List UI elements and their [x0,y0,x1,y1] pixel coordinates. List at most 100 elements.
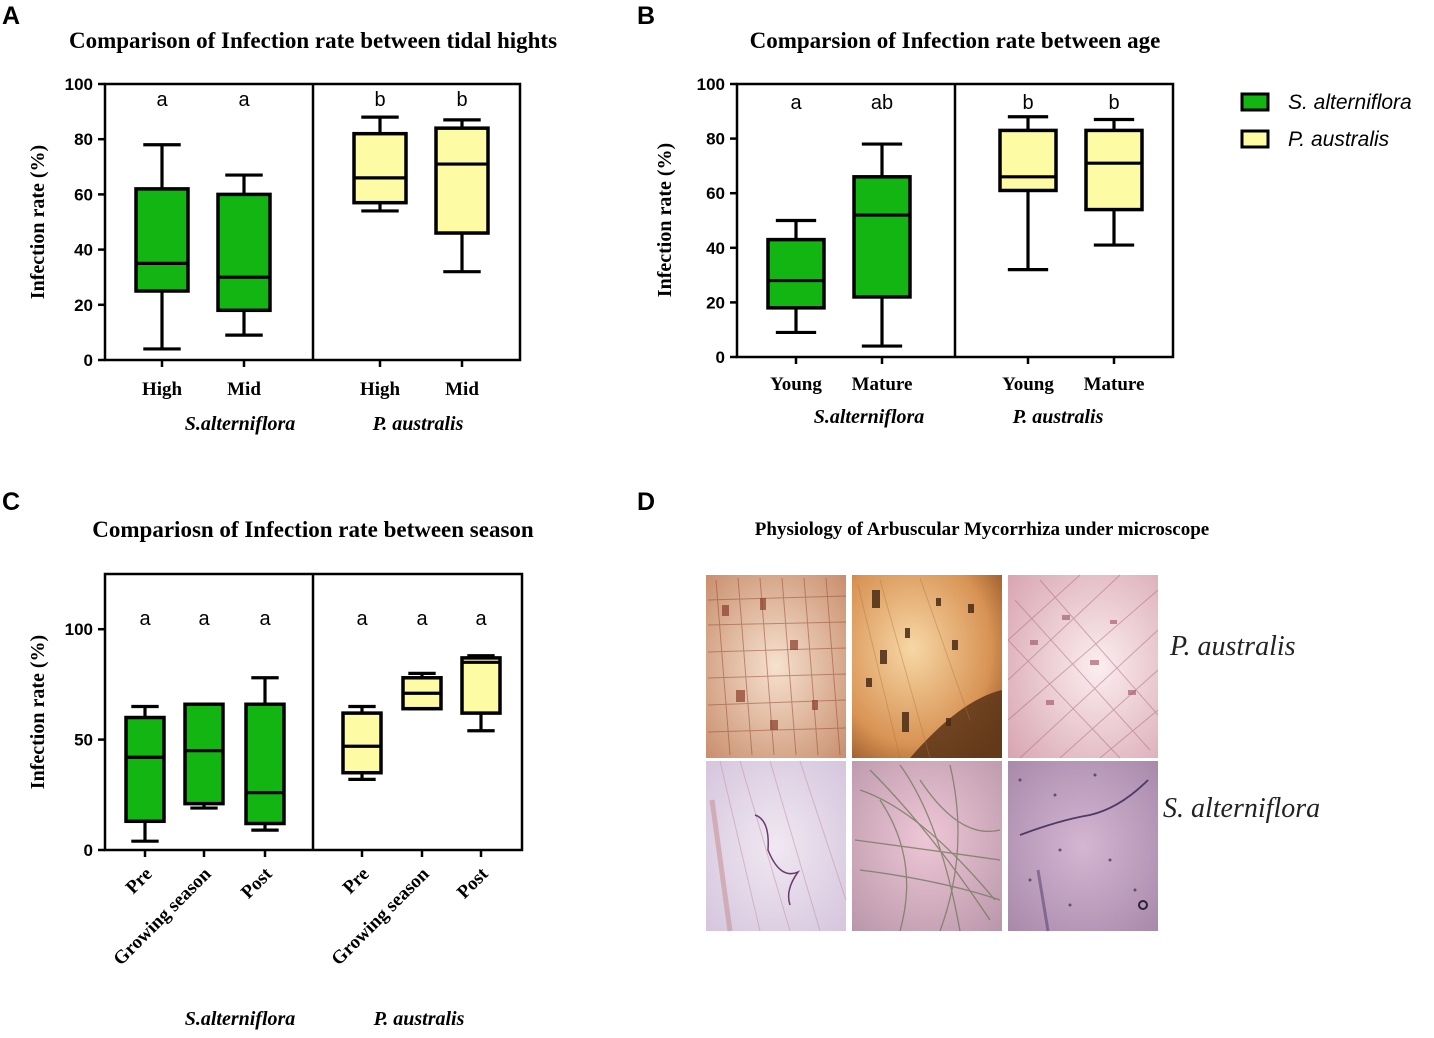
y-tick-label-c-1: 50 [74,731,93,750]
box-a-1 [216,173,272,337]
sig-letter-c-0: a [139,608,151,630]
y-tick-label-a-5: 100 [65,75,93,94]
panel-a: A Comparison of Infection rate between t… [2,2,557,435]
panel-c: C Compariosn of Infection rate between s… [2,488,534,1030]
y-axis-label-c: Infection rate (%) [27,635,49,789]
box-body [352,131,408,205]
category-label-a-3: Mid [445,379,479,400]
y-tick-label-b-4: 80 [706,130,725,149]
box-c-2 [244,676,286,832]
micrograph-pa-3 [1007,574,1159,759]
category-label-a-2: High [360,379,401,400]
box-a-3 [434,118,490,274]
panel-b-plot: 0 20 40 60 80 100 Infection rate (%) a Young ab Ma… [654,75,1175,428]
row-label-pa: P. australis [1169,631,1296,662]
y-tick-label-a-3: 60 [74,185,93,204]
box-body [852,175,912,299]
legend-label-phra: P. australis [1288,128,1390,151]
y-tick-label-b-1: 20 [706,293,725,312]
box-body [244,702,286,826]
y-tick-label-c-2: 100 [65,620,93,639]
box-body [766,237,826,310]
sig-letter-b-3: b [1108,92,1119,114]
panel-a-plot: 0 20 40 60 80 100 Infection rate (%) a High a Mid b… [27,75,522,435]
box-b-2 [998,115,1058,272]
box-body [134,187,190,293]
group-label-a-1: P. australis [372,413,464,435]
y-tick-label-b-0: 0 [716,348,725,367]
panel-d: D Physiology of Arbuscular Mycorrhiza un… [637,488,1320,932]
panel-label-c: C [2,488,20,516]
category-label-c-0: Pre [122,864,157,899]
box-body [341,711,383,775]
box-body [460,656,502,715]
box-c-1 [183,702,225,810]
sig-letter-c-2: a [259,608,271,630]
legend: S. alterniflora P. australis [1240,91,1412,151]
box-body [124,715,166,824]
box-c-4 [401,671,443,711]
legend-swatch-salt [1240,92,1270,112]
micrograph-sa-1 [706,760,847,932]
sig-letter-c-1: a [198,608,210,630]
box-b-3 [1084,117,1144,247]
group-label-a-0: S.alterniflora [185,413,296,435]
box-c-3 [341,704,383,781]
category-label-b-0: Young [770,374,822,395]
panel-label-a: A [2,2,20,30]
y-tick-label-a-2: 40 [74,241,93,260]
y-tick-label-a-4: 80 [74,130,93,149]
box-b-0 [766,218,826,335]
y-tick-label-b-3: 60 [706,184,725,203]
box-b-1 [852,142,912,348]
group-label-c-0: S.alterniflora [185,1008,296,1030]
category-label-a-1: Mid [227,379,261,400]
y-axis-label-a: Infection rate (%) [27,145,49,299]
category-label-c-5: Post [453,863,493,903]
y-tick-label-c-0: 0 [84,841,93,860]
panel-label-d: D [637,488,655,516]
panel-c-title: Compariosn of Infection rate between sea… [92,517,534,542]
box-c-0 [124,704,166,843]
sig-letter-c-3: a [356,608,368,630]
micrograph-sa-2 [852,761,1002,932]
micrograph-pa-2 [852,575,1002,759]
y-tick-label-a-1: 20 [74,296,93,315]
box-a-2 [352,115,408,213]
legend-swatch-phra [1240,129,1270,149]
sig-letter-c-4: a [416,608,428,630]
box-body [434,126,490,235]
box-body [1084,128,1144,212]
legend-label-salt: S. alterniflora [1288,91,1412,114]
panel-b-title: Comparsion of Infection rate between age [750,28,1161,53]
category-label-b-1: Mature [852,374,913,395]
panel-label-b: B [637,2,655,30]
box-body [216,192,272,313]
sig-letter-b-0: a [790,92,802,114]
micrograph-sa-3 [1008,761,1158,932]
group-label-b-0: S.alterniflora [814,406,925,428]
panel-b: B Comparsion of Infection rate between a… [637,2,1175,428]
sig-letter-a-2: b [374,89,385,111]
y-tick-label-a-0: 0 [84,351,93,370]
row-label-sa: S. alterniflora [1163,793,1320,824]
category-label-c-3: Pre [339,864,374,899]
group-label-c-1: P. australis [373,1008,465,1030]
y-tick-label-b-2: 40 [706,239,725,258]
panel-a-title: Comparison of Infection rate between tid… [69,28,557,53]
sig-letter-b-2: b [1022,92,1033,114]
box-c-5 [460,654,502,733]
panel-d-title: Physiology of Arbuscular Mycorrhiza unde… [755,519,1209,540]
box-a-0 [134,143,190,351]
micrograph-pa-1 [706,575,847,758]
group-label-b-1: P. australis [1012,406,1104,428]
category-label-c-2: Post [237,863,277,903]
category-label-b-3: Mature [1084,374,1145,395]
sig-letter-a-3: b [456,89,467,111]
sig-letter-a-1: a [238,89,250,111]
box-body [998,128,1058,193]
y-tick-label-b-5: 100 [697,75,725,94]
box-body [183,702,225,806]
